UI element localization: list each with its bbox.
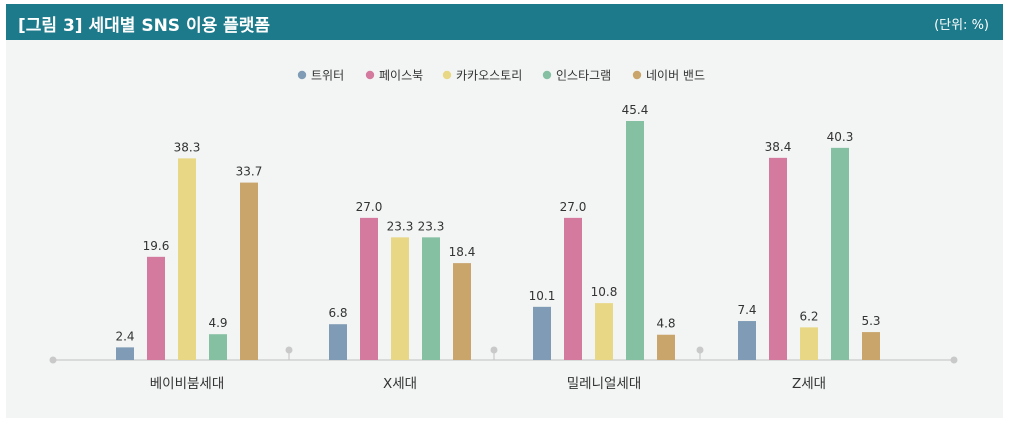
value-label-4-5: 5.3 [861,314,880,328]
value-label-1-3: 38.3 [174,140,201,154]
axis-end-dot-left [49,356,57,364]
value-label-1-5: 33.7 [236,165,263,179]
value-label-4-1: 7.4 [737,303,756,317]
unit-label: (단위: %) [934,18,989,33]
bar-1-2 [147,256,165,360]
value-label-3-4: 45.4 [622,103,649,117]
bar-3-5 [657,334,675,360]
category-label-1: 베이비붐세대 [150,376,225,392]
legend-marker-1 [297,70,307,80]
axis-end-dot-right [950,356,958,364]
legend-label-5: 네이버 밴드 [646,69,705,83]
bar-chart: 트위터 페이스북 카카오스토리 인스타그램 네이버 밴드 2.4 19.6 38.3 4.9 33… [49,69,958,392]
figure-header: [그림 3] 세대별 SNS 이용 플랫폼 (단위: %) [6,4,1003,40]
legend-label-4: 인스타그램 [556,69,611,83]
category-label-3: 밀레니얼세대 [567,376,642,392]
bar-2-4 [422,237,440,360]
bar-2-1 [329,324,347,360]
group-separator-dot-2 [490,346,498,354]
value-label-2-3: 23.3 [387,219,414,233]
bar-2-5 [453,263,471,360]
bar-1-5 [240,182,258,360]
figure-title: [그림 3] 세대별 SNS 이용 플랫폼 [18,16,271,36]
category-label-4: Z세대 [792,376,826,392]
category-label-2: X세대 [383,376,417,392]
value-label-4-2: 38.4 [765,140,792,154]
group-separator-dot-3 [696,346,704,354]
legend-label-3: 카카오스토리 [456,69,522,83]
value-label-4-3: 6.2 [799,309,818,323]
value-label-3-5: 4.8 [656,317,675,331]
legend-marker-5 [632,70,642,80]
bar-1-4 [209,334,227,360]
group-separator-dot-1 [285,346,293,354]
value-label-2-5: 18.4 [449,245,476,259]
value-label-4-4: 40.3 [827,130,854,144]
value-label-2-2: 27.0 [356,200,383,214]
bar-4-5 [862,332,880,360]
value-label-2-4: 23.3 [418,219,445,233]
legend-label-1: 트위터 [311,69,344,83]
legend-marker-2 [365,70,375,80]
legend-label-2: 페이스북 [379,69,423,83]
bar-2-2 [360,217,378,360]
bar-1-3 [178,158,196,360]
value-label-2-1: 6.8 [328,306,347,320]
value-label-3-3: 10.8 [591,285,618,299]
bar-3-3 [595,303,613,360]
value-label-3-1: 10.1 [529,289,556,303]
bar-2-3 [391,237,409,360]
bar-4-1 [738,321,756,360]
value-label-1-4: 4.9 [208,316,227,330]
bar-3-4 [626,121,644,360]
bar-4-2 [769,157,787,360]
legend-marker-4 [542,70,552,80]
figure-panel: [그림 3] 세대별 SNS 이용 플랫폼 (단위: %) 트위터 페이스북 카카오… [6,4,1003,418]
value-label-1-2: 19.6 [143,239,170,253]
bar-3-2 [564,217,582,360]
bar-4-4 [831,147,849,360]
value-label-1-1: 2.4 [115,329,134,343]
legend-marker-3 [442,70,452,80]
bar-4-3 [800,327,818,360]
bar-3-1 [533,306,551,360]
chart-area: 트위터 페이스북 카카오스토리 인스타그램 네이버 밴드 2.4 19.6 38.3 4.9 33… [6,40,1003,418]
bar-1-1 [116,347,134,360]
value-label-3-2: 27.0 [560,200,587,214]
